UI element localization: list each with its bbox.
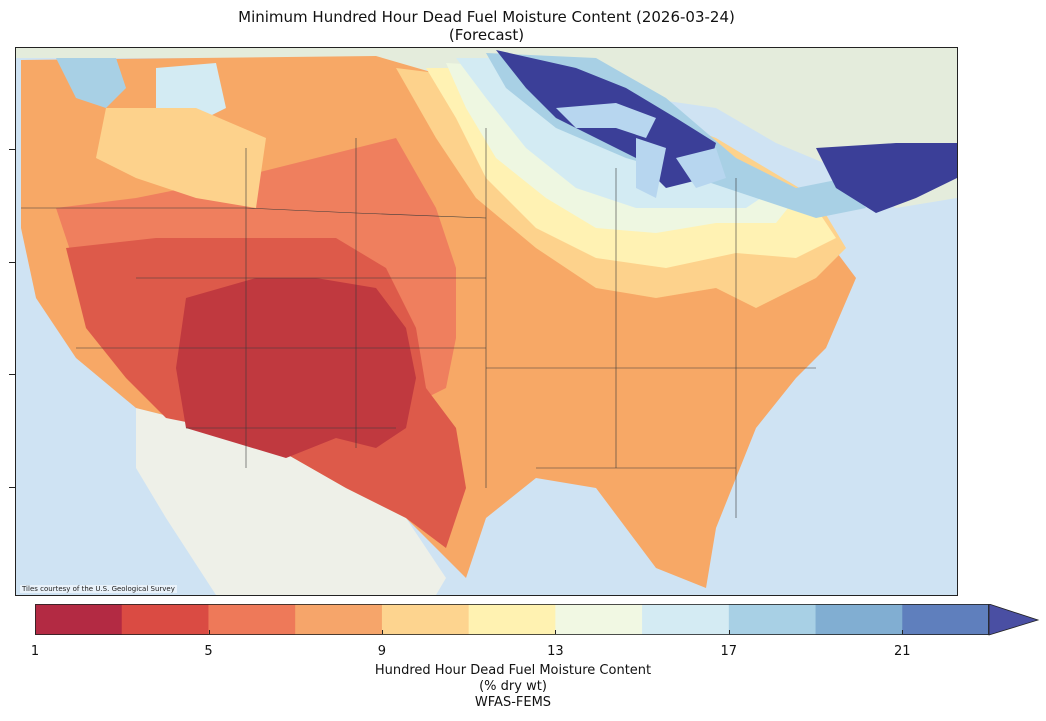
y-tick	[9, 262, 15, 263]
colorbar-label-line-1: Hundred Hour Dead Fuel Moisture Content	[374, 663, 652, 678]
colorbar-label-line-3: WFAS-FEMS	[474, 695, 552, 710]
colorbar-tick	[35, 630, 36, 634]
mexico-land	[136, 408, 446, 595]
colorbar-tick	[208, 630, 210, 634]
map-panel[interactable]: Tiles courtesy of the U.S. Geological Su…	[15, 47, 958, 596]
colorbar-tick-label: 9	[377, 644, 387, 659]
colorbar-swatch	[295, 604, 383, 635]
y-tick	[9, 374, 15, 375]
band-dark-red	[176, 278, 416, 458]
colorbar-label-line-2: (% dry wt)	[479, 679, 547, 694]
band-west-light-patch	[96, 108, 266, 208]
colorbar-swatch	[35, 604, 123, 635]
colorbar-tick	[902, 630, 904, 634]
colorbar-swatch	[902, 604, 990, 635]
colorbar-tick-label: 5	[204, 644, 213, 659]
colorbar-swatch	[642, 604, 730, 635]
colorbar-swatch	[815, 604, 903, 635]
y-tick	[9, 149, 15, 150]
colorbar-swatch	[555, 604, 643, 635]
colorbar-tick	[381, 630, 383, 634]
colorbar-swatch	[208, 604, 296, 635]
colorbar-swatch	[468, 604, 556, 635]
colorbar-tick-label: 1	[30, 644, 40, 659]
colorbar-tick	[555, 630, 557, 634]
chart-title: Minimum Hundred Hour Dead Fuel Moisture …	[0, 8, 973, 44]
colorbar-swatch	[381, 604, 470, 635]
band-dark-blue-new-england	[816, 143, 957, 213]
colorbar-extend-arrow	[988, 604, 1040, 636]
colorbar	[35, 604, 1040, 636]
fuel-moisture-map	[16, 48, 957, 595]
state-boundaries	[21, 128, 816, 518]
map-attribution: Tiles courtesy of the U.S. Geological Su…	[20, 585, 177, 593]
colorbar-tick-label: 17	[720, 644, 738, 659]
colorbar-tick-label: 21	[894, 644, 911, 659]
colorbar-tick-label: 13	[547, 644, 564, 659]
canada-land	[16, 48, 957, 208]
colorbar-swatch	[728, 604, 817, 635]
colorbar-frame	[35, 604, 989, 635]
great-lakes	[556, 103, 726, 198]
title-line-2: (Forecast)	[448, 26, 525, 44]
y-tick	[9, 487, 15, 488]
title-line-1: Minimum Hundred Hour Dead Fuel Moisture …	[238, 8, 735, 26]
band-west-blue-patch	[56, 58, 126, 108]
colorbar-tick	[728, 630, 730, 634]
colorbar-swatch	[121, 604, 209, 635]
